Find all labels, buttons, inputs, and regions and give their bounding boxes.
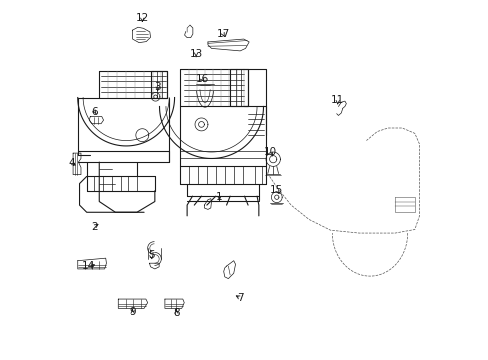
Text: 8: 8 [173, 308, 179, 318]
Text: 3: 3 [154, 82, 161, 93]
Text: 4: 4 [68, 158, 75, 168]
Text: 7: 7 [237, 293, 244, 303]
Text: 15: 15 [269, 185, 283, 195]
Text: 5: 5 [148, 250, 154, 260]
Text: 6: 6 [91, 107, 98, 117]
Text: 16: 16 [195, 74, 208, 84]
Text: 12: 12 [135, 13, 149, 23]
Text: 10: 10 [263, 147, 276, 157]
Text: 11: 11 [330, 95, 344, 105]
Text: 2: 2 [91, 222, 98, 231]
Text: 9: 9 [129, 307, 136, 317]
Text: 13: 13 [189, 49, 203, 59]
Text: 14: 14 [81, 261, 95, 271]
Text: 1: 1 [216, 192, 222, 202]
Text: 17: 17 [216, 29, 229, 39]
